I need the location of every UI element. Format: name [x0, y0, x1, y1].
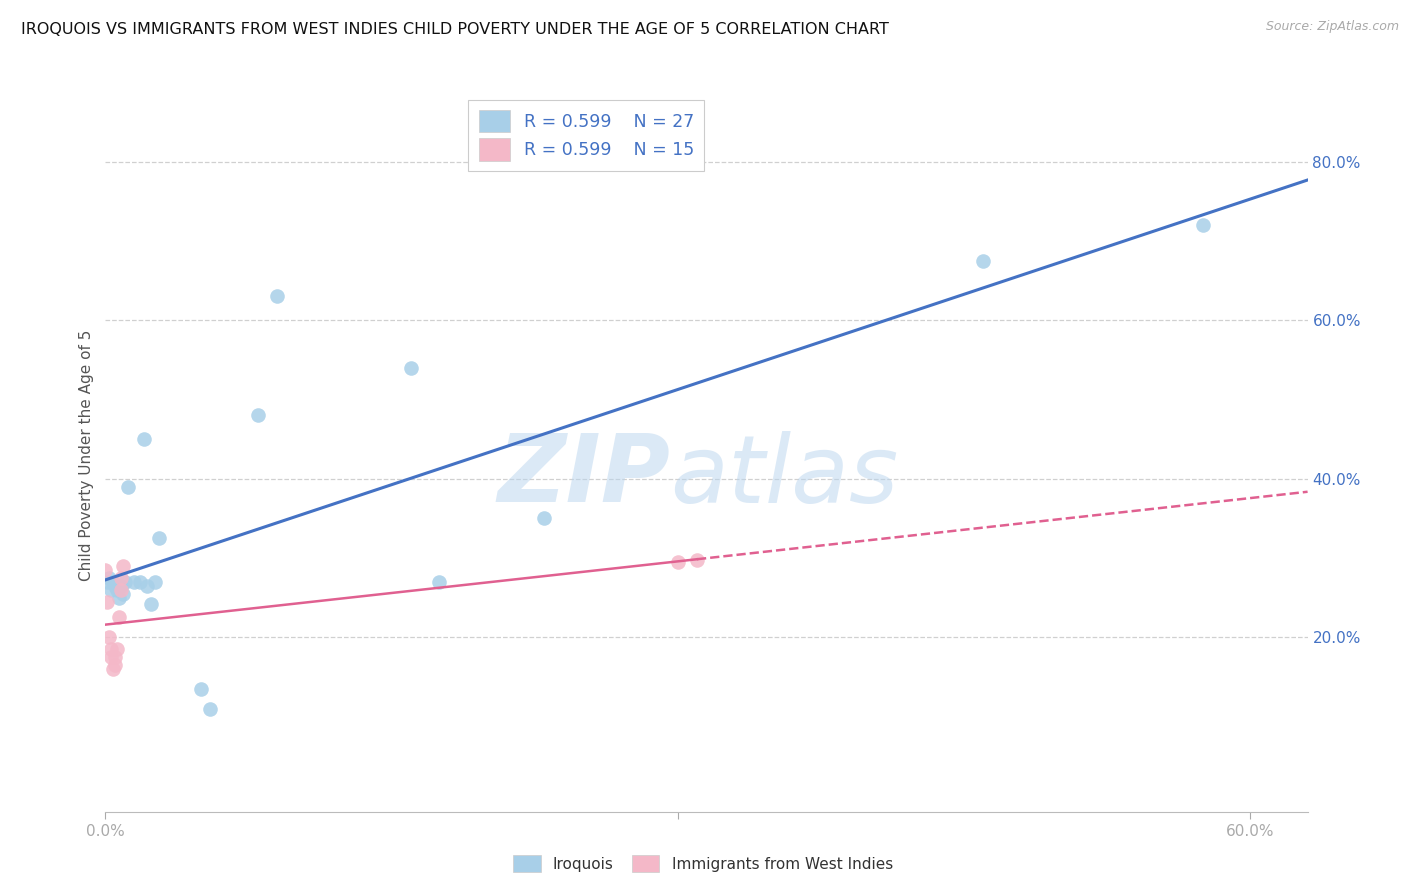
Point: [148, 531, 170, 545]
Point: [427, 574, 450, 589]
Point: [533, 511, 555, 525]
Point: [247, 409, 270, 423]
Point: [111, 558, 134, 573]
Point: [105, 582, 128, 597]
Point: [143, 574, 166, 589]
Point: [101, 574, 124, 589]
Y-axis label: Child Poverty Under the Age of 5: Child Poverty Under the Age of 5: [79, 329, 94, 581]
Point: [136, 579, 159, 593]
Point: [128, 574, 150, 589]
Point: [110, 582, 132, 597]
Point: [1191, 218, 1213, 232]
Point: [100, 650, 122, 665]
Point: [105, 642, 128, 657]
Point: [100, 582, 122, 597]
Point: [190, 681, 212, 696]
Point: [666, 555, 689, 569]
Point: [200, 701, 222, 715]
Point: [101, 662, 124, 676]
Point: [94, 563, 117, 577]
Point: [104, 650, 127, 665]
Point: [98, 630, 121, 644]
Point: [104, 579, 127, 593]
Point: [122, 574, 145, 589]
Point: [111, 587, 134, 601]
Point: [98, 571, 121, 585]
Point: [110, 579, 132, 593]
Text: ZIP: ZIP: [498, 430, 671, 523]
Point: [114, 574, 136, 589]
Legend: Iroquois, Immigrants from West Indies: Iroquois, Immigrants from West Indies: [505, 847, 901, 880]
Point: [117, 480, 139, 494]
Text: atlas: atlas: [671, 431, 898, 522]
Point: [110, 571, 132, 585]
Point: [132, 432, 155, 446]
Point: [104, 658, 127, 673]
Text: Source: ZipAtlas.com: Source: ZipAtlas.com: [1265, 20, 1399, 33]
Point: [108, 591, 131, 605]
Point: [972, 253, 994, 268]
Legend: R = 0.599    N = 27, R = 0.599    N = 15: R = 0.599 N = 27, R = 0.599 N = 15: [468, 100, 704, 171]
Point: [100, 642, 122, 657]
Point: [399, 360, 422, 375]
Point: [108, 610, 131, 624]
Point: [686, 552, 709, 566]
Point: [266, 289, 288, 303]
Point: [96, 594, 118, 608]
Point: [96, 574, 118, 589]
Text: IROQUOIS VS IMMIGRANTS FROM WEST INDIES CHILD POVERTY UNDER THE AGE OF 5 CORRELA: IROQUOIS VS IMMIGRANTS FROM WEST INDIES …: [21, 22, 889, 37]
Point: [141, 597, 163, 611]
